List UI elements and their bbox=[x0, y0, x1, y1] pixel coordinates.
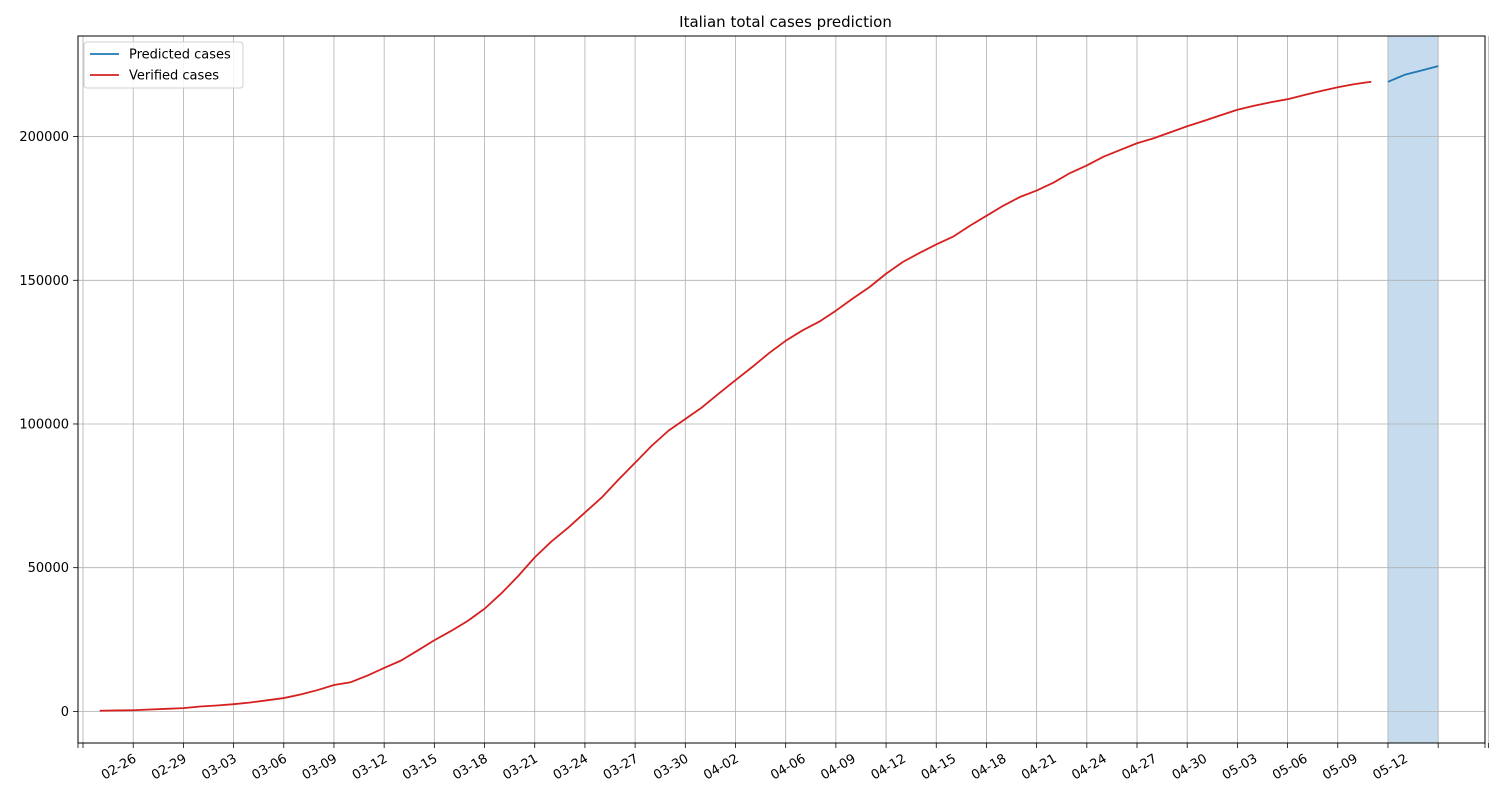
plot-frame bbox=[77, 35, 1486, 744]
legend-label: Predicted cases bbox=[129, 48, 231, 63]
x-tick-label: 02-29 bbox=[149, 751, 189, 783]
x-tick-label: 05-06 bbox=[1270, 751, 1310, 783]
x-tick-label: 04-09 bbox=[818, 751, 858, 783]
y-tick-label: 100000 bbox=[19, 417, 69, 432]
chart-title: Italian total cases prediction bbox=[679, 13, 892, 31]
x-tick-label: 03-27 bbox=[601, 751, 641, 783]
x-tick-label: 04-12 bbox=[869, 751, 909, 783]
x-tick-label: 04-24 bbox=[1069, 751, 1109, 783]
y-tick-label: 150000 bbox=[19, 274, 69, 289]
x-tick-label: 04-18 bbox=[969, 751, 1009, 783]
x-tick-label: 03-18 bbox=[450, 751, 490, 783]
x-tick-label: 03-24 bbox=[551, 751, 591, 783]
x-tick-label: 02-26 bbox=[99, 751, 139, 783]
x-tick-label: 05-09 bbox=[1320, 751, 1360, 783]
x-tick-label: 04-06 bbox=[768, 751, 808, 783]
x-tick-label: 03-15 bbox=[400, 751, 440, 783]
x-tick-label: 03-12 bbox=[350, 751, 390, 783]
legend-box bbox=[83, 41, 244, 89]
x-tick-label: 05-12 bbox=[1370, 751, 1410, 783]
x-tick-label: 03-06 bbox=[250, 751, 290, 783]
verified-cases-line bbox=[99, 80, 1372, 712]
x-tick-label: 03-30 bbox=[651, 751, 691, 783]
x-tick-label: 05-03 bbox=[1220, 751, 1260, 783]
x-tick-label: 04-27 bbox=[1120, 751, 1160, 783]
x-tick-label: 03-09 bbox=[300, 751, 340, 783]
x-tick-label: 04-15 bbox=[919, 751, 959, 783]
x-tick-label: 03-03 bbox=[199, 751, 239, 783]
legend-label: Verified cases bbox=[129, 69, 219, 84]
y-tick-label: 50000 bbox=[28, 561, 69, 576]
y-tick-label: 200000 bbox=[19, 130, 69, 145]
x-tick-label: 04-30 bbox=[1170, 751, 1210, 783]
x-tick-label: 04-21 bbox=[1019, 751, 1059, 783]
predicted-cases-line bbox=[1387, 65, 1439, 83]
y-tick-label: 0 bbox=[61, 705, 69, 720]
x-tick-label: 03-21 bbox=[501, 751, 541, 783]
prediction-shaded-region bbox=[1387, 36, 1439, 743]
x-tick-label: 04-02 bbox=[701, 751, 741, 783]
